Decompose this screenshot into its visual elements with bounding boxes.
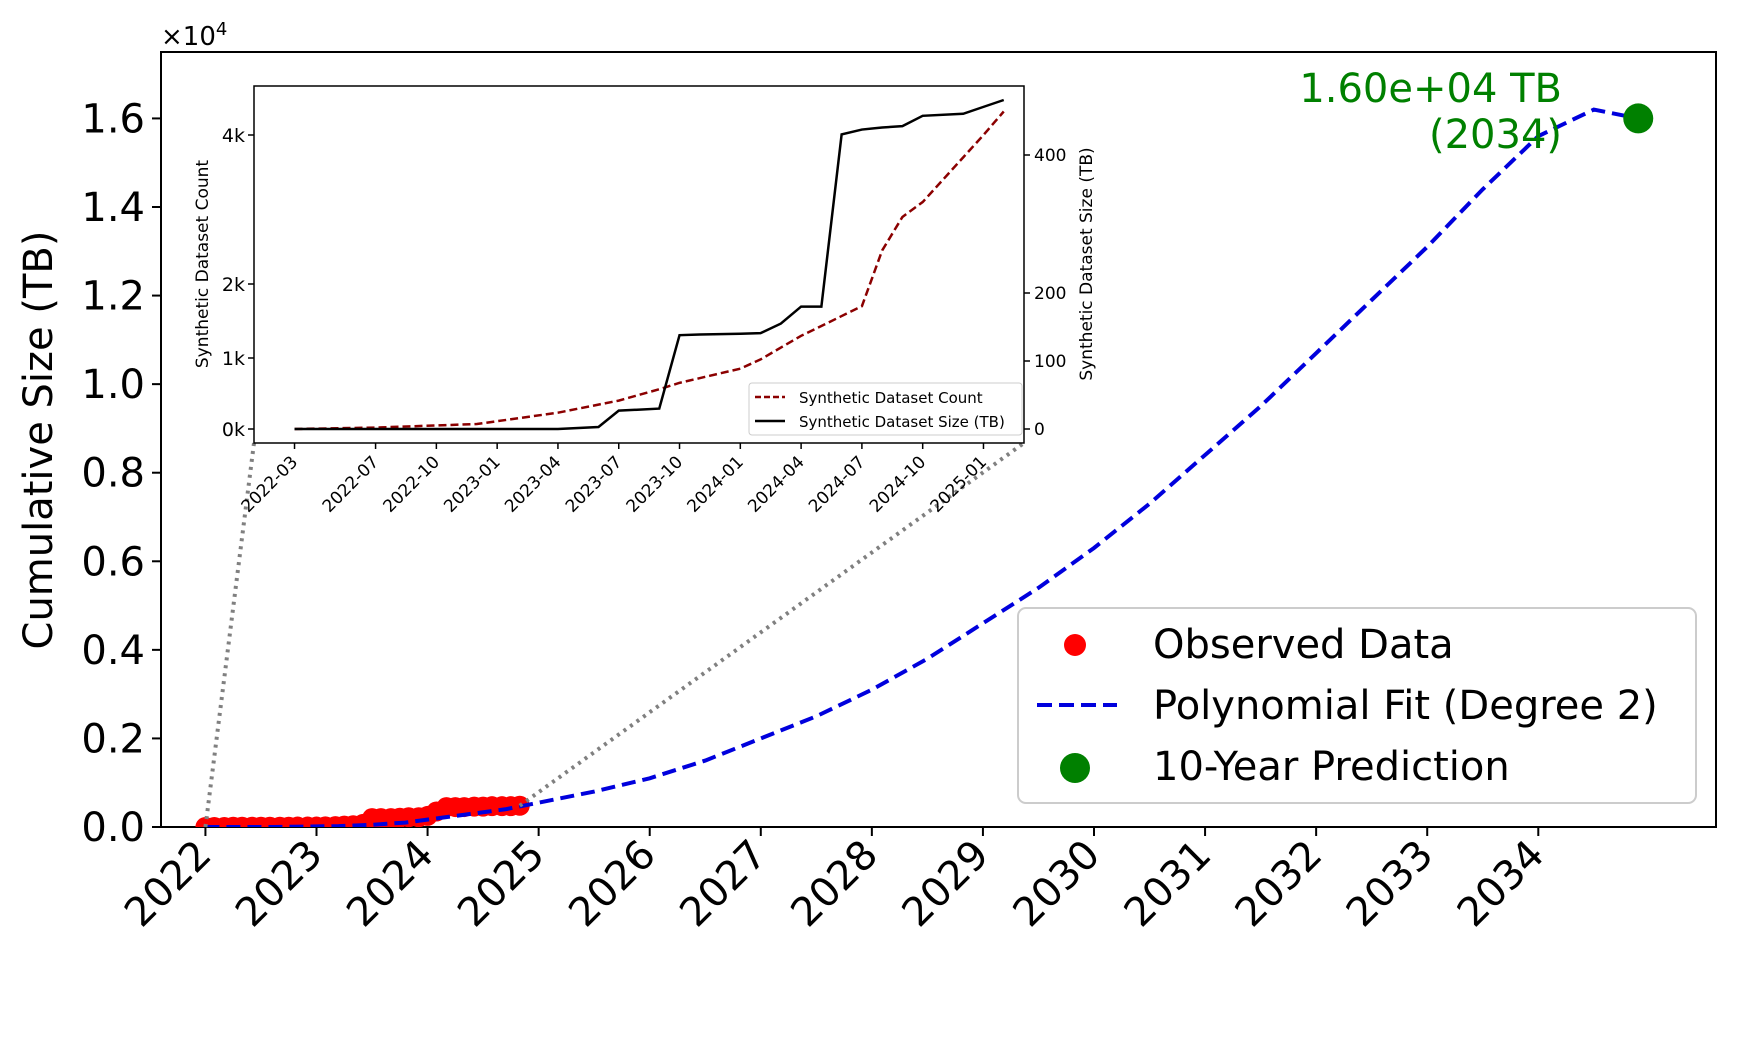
- x-tick-label: 2032: [1227, 832, 1332, 937]
- y-tick-label: 1.0: [81, 362, 145, 408]
- main-legend: Observed Data Polynomial Fit (Degree 2) …: [1017, 607, 1697, 804]
- inset-y2-axis-label: Synthetic Dataset Size (TB): [1077, 147, 1097, 380]
- inset-y2-tick-label: 0: [1034, 420, 1045, 440]
- y-multiplier-base: ×10: [161, 22, 216, 52]
- y-tick-label: 1.2: [81, 274, 145, 320]
- inset-y2-tick-label: 400: [1034, 146, 1066, 166]
- x-tick-label: 2024: [338, 832, 443, 937]
- x-tick-label: 2033: [1338, 832, 1443, 937]
- legend-marker-observed: [1064, 634, 1086, 656]
- inset-y-tick-label: 4k: [222, 125, 245, 147]
- inset-legend-label-count: Synthetic Dataset Count: [799, 389, 983, 407]
- y-tick-label: 1.6: [81, 96, 145, 142]
- x-tick-label: 2034: [1449, 832, 1554, 937]
- x-tick-label: 2026: [560, 832, 665, 937]
- y-multiplier-label: ×104: [161, 19, 227, 52]
- y-tick-label: 0.0: [81, 805, 145, 851]
- prediction-point: [1623, 103, 1654, 134]
- legend-marker-prediction: [1060, 753, 1090, 783]
- y-tick-label: 1.4: [81, 185, 145, 231]
- inset-legend-box: [748, 382, 1023, 436]
- x-tick-label: 2025: [449, 832, 554, 937]
- y-axis-label: Cumulative Size (TB): [16, 231, 62, 650]
- y-multiplier-exponent: 4: [216, 19, 227, 40]
- x-tick-label: 2029: [893, 832, 998, 937]
- inset-y2-tick-label: 200: [1034, 284, 1066, 304]
- inset-y-tick-label: 1k: [222, 348, 245, 370]
- zoom-connector-left: [203, 442, 256, 828]
- legend-label-observed: Observed Data: [1153, 622, 1454, 668]
- y-tick-label: 0.8: [81, 451, 145, 497]
- inset-y-tick-label: 2k: [222, 274, 245, 296]
- inset-count-line: [294, 110, 1005, 431]
- legend-label-prediction: 10-Year Prediction: [1153, 744, 1510, 790]
- prediction-annotation-year: (2034): [1429, 112, 1562, 158]
- x-tick-label: 2031: [1116, 832, 1221, 937]
- legend-label-fit: Polynomial Fit (Degree 2): [1153, 683, 1658, 729]
- prediction-annotation-value: 1.60e+04 TB: [1299, 66, 1562, 112]
- inset-y-tick-label: 0k: [222, 419, 245, 441]
- inset-size-line: [294, 98, 1005, 431]
- y-tick-label: 0.4: [81, 628, 145, 674]
- inset-plot-marks: [294, 98, 1005, 431]
- x-tick-label: 2030: [1005, 832, 1110, 937]
- inset-y-axis-label: Synthetic Dataset Count: [193, 160, 213, 368]
- inset-y2-tick-label: 100: [1034, 352, 1066, 372]
- y-tick-label: 0.6: [81, 539, 145, 585]
- main-plot-marks: [195, 103, 1654, 827]
- x-tick-label: 2023: [227, 832, 332, 937]
- main-legend-box: [1017, 607, 1697, 804]
- x-tick-label: 2027: [671, 832, 776, 937]
- x-tick-label: 2028: [782, 832, 887, 937]
- polynomial-fit-line: [205, 107, 1639, 827]
- y-tick-label: 0.2: [81, 716, 145, 762]
- inset-legend: Synthetic Dataset Count Synthetic Datase…: [748, 382, 1023, 436]
- inset-legend-label-size: Synthetic Dataset Size (TB): [799, 413, 1005, 431]
